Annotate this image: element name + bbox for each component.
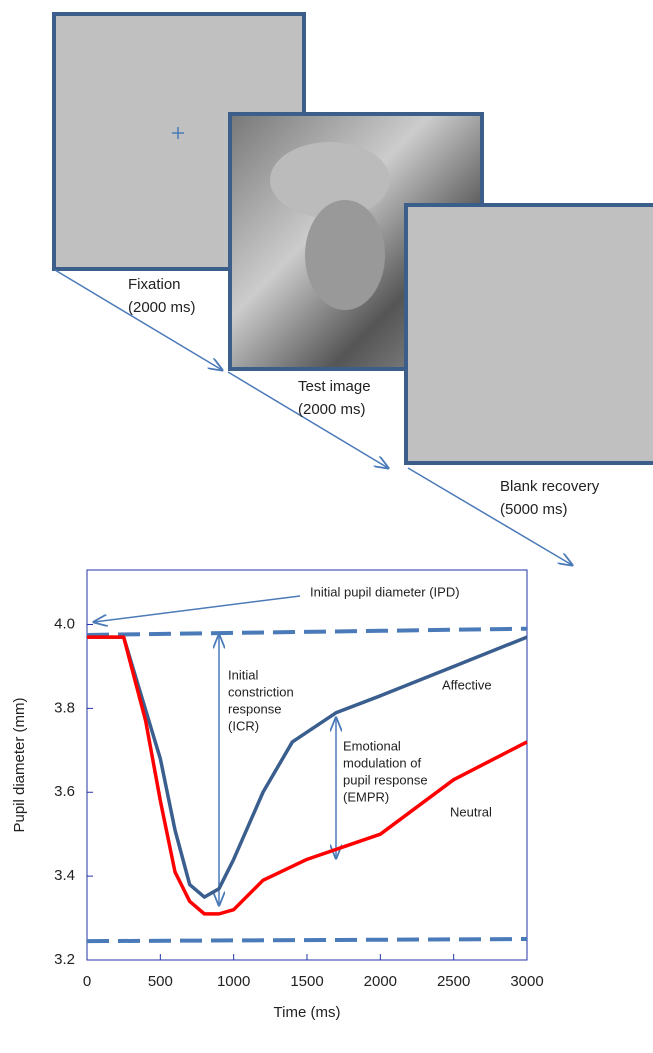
annotation: Initial pupil diameter (IPD) — [310, 584, 460, 599]
x-axis-label: Time (ms) — [274, 1004, 341, 1021]
x-tick-label: 3000 — [510, 973, 543, 990]
x-tick-label: 2500 — [437, 973, 470, 990]
annotation: response — [228, 701, 281, 716]
annotation: pupil response — [343, 772, 428, 787]
annotation: modulation of — [343, 755, 421, 770]
step-label: Test image — [298, 378, 371, 395]
x-tick-label: 1500 — [290, 973, 323, 990]
series-label: Neutral — [450, 804, 492, 819]
blank-screen — [406, 205, 653, 463]
x-tick-label: 2000 — [364, 973, 397, 990]
annotation: Initial — [228, 667, 258, 682]
annotation: constriction — [228, 684, 294, 699]
annotation: (ICR) — [228, 718, 259, 733]
step-label: Fixation — [128, 276, 181, 293]
y-tick-label: 4.0 — [54, 615, 75, 632]
figure: Fixation (2000 ms) Test image (2000 ms) … — [0, 0, 653, 1053]
x-tick-label: 0 — [83, 973, 91, 990]
x-tick-label: 500 — [148, 973, 173, 990]
test-image-face — [305, 200, 385, 310]
y-tick-label: 3.8 — [54, 699, 75, 716]
annotation-arrow — [94, 596, 300, 622]
step-duration: (5000 ms) — [500, 501, 568, 518]
x-tick-label: 1000 — [217, 973, 250, 990]
annotation: (EMPR) — [343, 789, 389, 804]
series-label: Affective — [442, 677, 492, 692]
step-duration: (2000 ms) — [298, 401, 366, 418]
y-axis-label: Pupil diameter (mm) — [11, 697, 28, 832]
step-label: Blank recovery — [500, 478, 600, 495]
y-tick-label: 3.4 — [54, 867, 75, 884]
y-tick-label: 3.6 — [54, 783, 75, 800]
reference-line — [87, 939, 527, 941]
step-duration: (2000 ms) — [128, 299, 196, 316]
y-tick-label: 3.2 — [54, 951, 75, 968]
page: Fixation (2000 ms) Test image (2000 ms) … — [0, 0, 653, 1053]
annotation: Emotional — [343, 738, 401, 753]
reference-line — [87, 629, 527, 635]
